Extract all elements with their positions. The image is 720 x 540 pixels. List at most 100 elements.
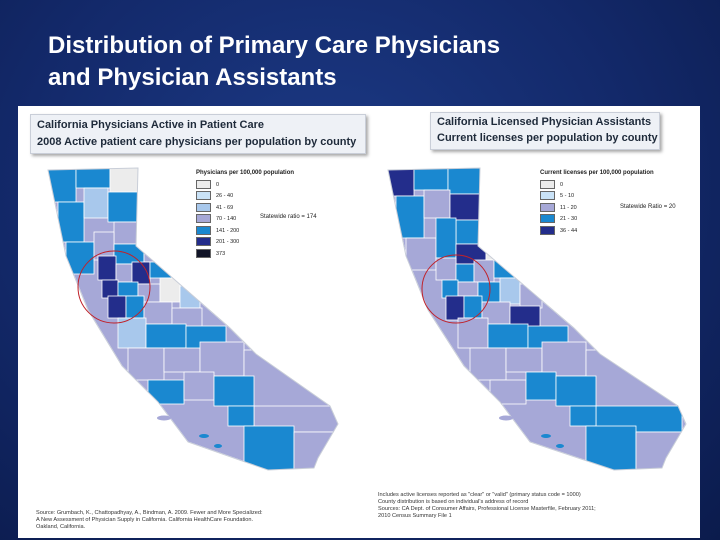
left-legend-item: 201 - 300 [196,237,294,249]
left-legend-item: 41 - 69 [196,202,294,215]
right-county-san-bernardino [585,349,683,411]
right-county-sacramento [473,259,495,283]
right-county-kern [505,347,543,373]
right-channel-island [499,415,513,421]
right-county-los-angeles [555,375,597,407]
right-county-santa-clara [463,295,483,319]
left-legend-swatch [196,225,211,235]
right-county-humboldt [395,195,425,239]
maps-canvas [47,167,687,471]
right-county-orange [569,405,597,427]
left-legend-swatch [196,248,211,258]
left-source-line: Source: Grumbach, K., Chattopadhyay, A.,… [36,510,263,516]
right-legend-swatch [540,214,555,224]
right-county-yolo [455,263,475,283]
left-legend-swatch [196,191,211,201]
left-county-yolo [115,263,133,283]
right-county-trinity [423,189,451,219]
left-channel-island [214,444,222,448]
left-county-humboldt [57,201,85,243]
right-legend-item: 21 - 30 [540,214,654,226]
right-map-title: California Licensed Physician Assistants [437,116,652,128]
right-county-tulare [541,341,587,377]
left-legend-item: 0 [196,179,294,192]
left-county-el-dorado [175,261,199,287]
right-county-contra-costa [457,281,479,297]
left-county-merced [143,301,173,325]
left-county-san-luis-obispo [127,347,165,381]
left-county-santa-clara [125,295,145,319]
right-county-imperial [635,431,685,470]
right-county-alpine [499,277,521,305]
left-county-kern [163,347,201,373]
left-map-legend: Physicians per 100,000 population 0 26 - … [196,168,294,260]
maps-panel: California Physicians Active in Patient … [18,106,700,538]
left-bay-area-highlight-circle [77,250,151,324]
left-channel-island [199,434,209,438]
left-county-san-bernardino [243,349,338,411]
right-bay-area-highlight-circle [421,254,491,324]
left-county-fresno [145,323,187,349]
left-county-marin [101,279,119,299]
right-channel-island [517,420,527,424]
slide-title-line-1: Distribution of Primary Care Physicians [48,32,501,59]
right-map-legend: Current licenses per 100,000 population … [540,168,654,237]
right-county-san-mateo [445,295,465,321]
left-county-sonoma [97,255,117,281]
left-source-line: A New Assessment of Physician Supply in … [36,517,254,523]
right-county-shasta [449,193,481,221]
left-county-contra-costa [117,281,139,297]
left-legend-label: 26 - 40 [216,193,234,199]
right-note-line: Includes active licenses reported as "cl… [378,492,581,498]
left-legend-label: 141 - 200 [216,227,240,234]
right-legend-item: 11 - 20 [540,202,654,215]
left-legend-title: Physicians per 100,000 population [196,170,295,176]
left-legend-label: 0 [216,181,220,188]
right-statewide-ratio: Statewide Ratio = 20 [620,204,676,210]
right-county-san-luis-obispo [469,347,507,381]
right-county-mono [519,283,543,309]
slide-title-line-2: and Physician Assistants [48,64,337,91]
left-map-title: California Physicians Active in Patient … [37,119,265,131]
left-county-trinity [83,187,109,219]
right-county-fresno [487,323,529,349]
left-county-san-mateo [107,295,127,319]
left-legend-item: 141 - 200 [196,225,294,238]
right-legend-label: 11 - 20 [560,204,577,211]
right-county-monterey [457,317,489,349]
left-county-plumas [143,245,185,263]
left-legend-swatch [196,214,211,224]
right-legend-item: 5 - 10 [540,191,654,203]
right-county-ventura [525,371,557,401]
left-map-header: California Physicians Active in Patient … [30,114,366,154]
left-legend-swatch [196,202,211,212]
right-legend-label: 5 - 10 [560,193,575,199]
right-legend-item: 0 [540,179,654,192]
left-channel-island [157,415,171,421]
right-county-santa-barbara [489,379,527,405]
right-map-header: California Licensed Physician Assistants… [430,112,660,150]
right-county-el-dorado [521,259,545,285]
left-map-subtitle: 2008 Active patient care physicians per … [37,136,357,148]
right-legend-swatch [540,179,555,189]
left-county-santa-barbara [147,379,185,405]
left-legend-label: 373 [216,250,226,257]
left-legend-label: 201 - 300 [216,239,240,245]
left-county-shasta [107,191,139,223]
right-county-modoc [447,168,483,195]
slide-title: Distribution of Primary Care Physicians … [48,30,688,94]
left-legend-label: 41 - 69 [216,204,234,211]
left-county-los-angeles [213,375,255,407]
left-legend-label: 70 - 140 [216,216,237,222]
left-county-ventura [183,371,215,401]
left-map-source: Source: Grumbach, K., Chattopadhyay, A.,… [36,510,263,531]
left-legend-swatch [196,237,211,247]
left-county-imperial [293,431,338,470]
right-legend-title: Current licenses per 100,000 population [540,170,654,176]
left-channel-island [175,420,185,424]
left-county-mendocino [65,241,95,275]
right-channel-island [556,444,564,448]
left-legend-item: 373 [196,248,294,261]
left-county-tulare [199,341,245,377]
right-channel-island [541,434,551,438]
